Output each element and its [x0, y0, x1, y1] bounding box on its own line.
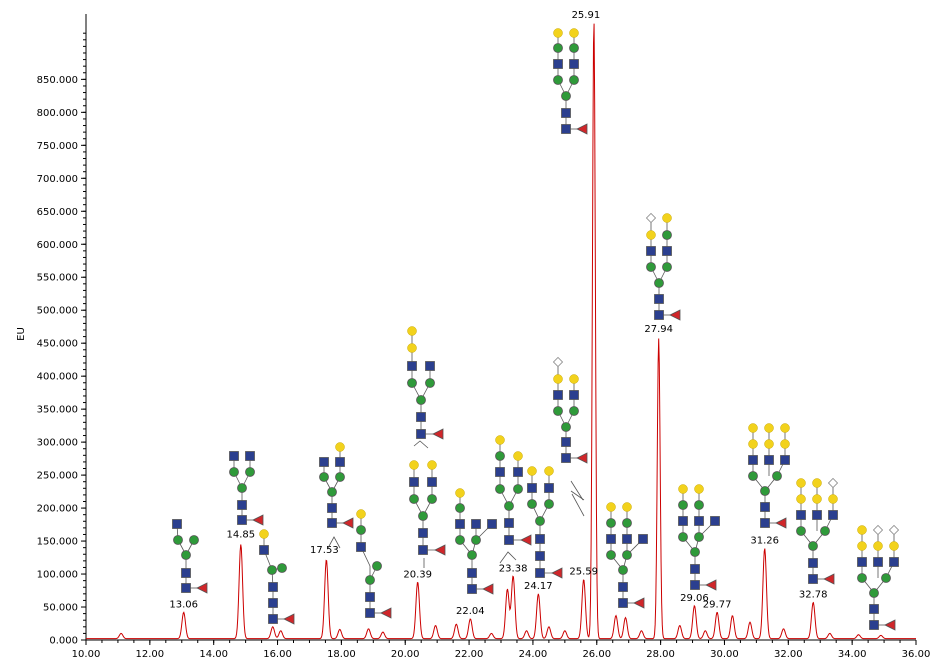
y-axis: 0.000 50.000 100.000 150.000 200.000 250.000 3…: [37, 14, 87, 647]
x-tick-label: 10.00: [72, 649, 101, 660]
glycan-20-39-upper: [407, 326, 444, 440]
x-axis: 10.00 12.00 14.00 16.00 18.00 20.00 22.00 24.00…: [72, 639, 931, 660]
glycan-25-59: [552, 356, 588, 464]
x-tick-label: 32.00: [774, 649, 803, 660]
y-tick-label: 200.000: [37, 504, 78, 515]
x-tick-label: 34.00: [838, 649, 867, 660]
y-tick-label: 600.000: [37, 240, 78, 251]
peak-label: 29.77: [703, 600, 732, 611]
x-tick-label: 18.00: [327, 649, 356, 660]
x-tick-label: 28.00: [646, 649, 675, 660]
glycan-31-26: [748, 423, 790, 529]
glycan-15-85: [259, 529, 295, 625]
peak-label: 22.04: [456, 606, 485, 617]
peak-label: 20.39: [403, 569, 432, 580]
y-tick-label: 550.000: [37, 273, 78, 284]
y-tick-label: 250.000: [37, 471, 78, 482]
y-tick-label: 100.000: [37, 570, 78, 581]
peak-label: 14.85: [227, 530, 256, 541]
peak-label: 31.26: [750, 536, 779, 547]
peak-label: 23.38: [499, 563, 528, 574]
y-tick-label: 350.000: [37, 405, 78, 416]
glycan-13-06: [172, 519, 208, 594]
glycan-26-6: [606, 502, 648, 609]
y-tick-label: 700.000: [37, 174, 78, 185]
glycan-25-91: [553, 28, 588, 135]
x-tick-label: 26.00: [582, 649, 611, 660]
y-tick-label: 400.000: [37, 372, 78, 383]
peak-label: 27.94: [644, 324, 673, 335]
peak-labels: 13.06 14.85 17.53 20.39 22.04 23.38 24.17 25.59…: [169, 10, 827, 617]
glycan-18-85: [356, 509, 392, 619]
peak-label: 25.91: [572, 10, 601, 21]
peak-label: 13.06: [169, 600, 198, 611]
glycan-24-17: [527, 466, 563, 579]
y-axis-ticks: 0.000 50.000 100.000 150.000 200.000 250.000 3…: [37, 32, 86, 647]
peak-label: 29.06: [680, 593, 709, 604]
glycan-27-94: [645, 212, 681, 321]
y-tick-label: 800.000: [37, 108, 78, 119]
glycan-22-04: [455, 488, 497, 595]
y-tick-label: 500.000: [37, 306, 78, 317]
y-tick-label: 850.000: [37, 75, 78, 86]
x-tick-label: 30.00: [710, 649, 739, 660]
glycan-32-78: [796, 477, 839, 585]
x-tick-label: 24.00: [519, 649, 548, 660]
glycan-29-06: [678, 484, 720, 591]
chromatogram-trace: [86, 23, 916, 640]
glycan-20-39-lower: [409, 460, 446, 556]
glycan-34-6: [857, 524, 900, 631]
peak-label: 17.53: [310, 545, 339, 556]
y-tick-label: 300.000: [37, 438, 78, 449]
x-tick-label: 20.00: [391, 649, 420, 660]
leader-lines: [327, 440, 585, 568]
peak-label: 24.17: [524, 581, 553, 592]
peak-label: 25.59: [569, 567, 598, 578]
x-tick-label: 12.00: [136, 649, 165, 660]
y-tick-label: 750.000: [37, 141, 78, 152]
y-tick-label: 650.000: [37, 207, 78, 218]
x-axis-ticks: 10.00 12.00 14.00 16.00 18.00 20.00 22.00 24.00…: [72, 640, 931, 660]
y-tick-label: 50.000: [43, 603, 78, 614]
x-tick-label: 22.00: [455, 649, 484, 660]
y-tick-label: 450.000: [37, 339, 78, 350]
x-tick-label: 16.00: [263, 649, 292, 660]
y-tick-label: 150.000: [37, 537, 78, 548]
x-tick-label: 14.00: [199, 649, 228, 660]
y-axis-label: EU: [16, 327, 27, 341]
y-tick-label: 0.000: [49, 636, 78, 647]
x-tick-label: 36.00: [902, 649, 931, 660]
glycan-23-38: [495, 435, 532, 546]
peak-label: 32.78: [799, 590, 828, 601]
glycan-14-85: [229, 451, 264, 526]
glycan-17-53: [319, 442, 354, 529]
